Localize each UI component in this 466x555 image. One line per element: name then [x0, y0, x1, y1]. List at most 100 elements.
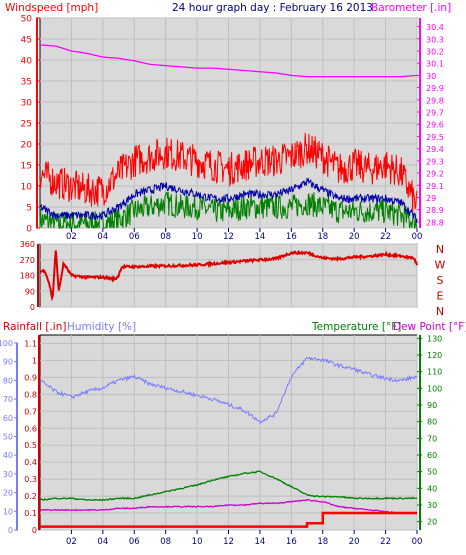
temperature-tick-label: 130	[427, 334, 442, 343]
rain-tick-label: 0.8	[24, 390, 37, 399]
x-tick-label: 22	[380, 537, 391, 547]
x-tick-label: 08	[160, 537, 171, 547]
rain-tick-label: 1.1	[24, 339, 37, 348]
x-tick-label: 04	[97, 232, 108, 242]
barometer-tick-label: 30	[426, 72, 436, 81]
barometer-tick-label: 28.9	[426, 206, 444, 215]
wind-tick-label: 15	[21, 162, 32, 172]
x-tick-label: 12	[223, 537, 234, 547]
x-tick-label: 04	[97, 537, 108, 547]
humidity-tick-label: 10	[3, 507, 13, 516]
temperature-tick-label: 40	[427, 484, 437, 493]
x-tick-label: 08	[160, 232, 171, 242]
x-tick-label: 10	[192, 232, 203, 242]
compass-label: N	[436, 305, 444, 318]
wind-gust-series	[39, 132, 418, 213]
wind-tick-label: 0	[26, 225, 32, 235]
humidity-axis-label: Humidity [%]	[67, 321, 136, 333]
x-tick-label: 14	[255, 232, 266, 242]
barometer-tick-label: 29.5	[426, 133, 444, 142]
windspeed-axis-label: Windspeed [mph]	[5, 2, 98, 14]
wind-tick-label: 50	[21, 15, 33, 25]
rain-tick-label: 0.2	[24, 492, 37, 501]
temperature-tick-label: 70	[427, 434, 437, 443]
temperature-tick-label: 110	[427, 368, 442, 377]
barometer-tick-label: 30.4	[426, 23, 444, 32]
x-tick-label: 14	[255, 537, 266, 547]
compass-label: W	[435, 259, 446, 272]
barometer-tick-label: 28.8	[426, 218, 444, 227]
temperature-tick-label: 20	[427, 518, 437, 527]
barometer-tick-label: 29.8	[426, 96, 444, 105]
direction-tick-label: 360	[20, 240, 35, 249]
x-tick-label: 18	[317, 537, 328, 547]
x-tick-label: 02	[66, 537, 77, 547]
x-tick-label: 00	[412, 537, 423, 547]
x-tick-label: 18	[317, 232, 328, 242]
x-tick-label: 12	[223, 232, 234, 242]
x-tick-label: 16	[286, 537, 297, 547]
barometer-tick-label: 29.9	[426, 84, 444, 93]
barometer-tick-label: 29.2	[426, 170, 444, 179]
dewpoint-series	[39, 499, 418, 515]
temperature-tick-label: 100	[427, 384, 442, 393]
barometer-tick-label: 30.1	[426, 60, 444, 69]
x-tick-label: 22	[380, 232, 391, 242]
rain-tick-label: 0.5	[24, 441, 37, 450]
rain-tick-label: 1	[32, 356, 37, 365]
x-tick-label: 02	[66, 232, 77, 242]
humidity-tick-label: 20	[3, 489, 13, 498]
humidity-tick-label: 60	[3, 414, 13, 423]
rainfall-series	[40, 511, 417, 528]
rain-tick-label: 0.6	[24, 424, 37, 433]
wind-tick-label: 45	[21, 36, 32, 46]
barometer-tick-label: 29	[426, 194, 436, 203]
temperature-axis-label: Temperature [°F]	[311, 321, 401, 333]
x-tick-label: 00	[412, 232, 423, 242]
graph-title: 24 hour graph day : February 16 2013	[172, 2, 373, 14]
barometer-axis-label: Barometer [.in]	[371, 2, 451, 14]
x-tick-label: 06	[129, 232, 140, 242]
direction-tick-label: 90	[25, 287, 35, 296]
wind-tick-label: 20	[21, 141, 33, 151]
rain-humidity-temperature-panel: 0 0.1 0.2 0.3 0.4 0.5 0.6 0.7 0.8 0.9 1 1.1 0 10 20 30 4…	[0, 334, 442, 547]
humidity-tick-label: 70	[3, 395, 13, 404]
x-tick-label: 06	[129, 537, 140, 547]
wind-tick-label: 40	[21, 57, 33, 67]
temperature-tick-label: 120	[427, 351, 442, 360]
wind-barometer-panel: 0 5 10 15 20 25 30 35 40 45 50 28.8 28.9 29 29.1 29.2 29…	[21, 15, 444, 243]
humidity-tick-label: 40	[3, 451, 13, 460]
rain-tick-label: 0.9	[24, 373, 37, 382]
humidity-tick-label: 30	[3, 470, 13, 479]
barometer-tick-label: 30.3	[426, 35, 444, 44]
dewpoint-axis-label: Dew Point [°F]	[393, 321, 466, 333]
humidity-tick-label: 50	[3, 433, 13, 442]
barometer-tick-label: 29.6	[426, 121, 444, 130]
direction-tick-label: 180	[20, 272, 35, 281]
barometer-series	[39, 44, 418, 78]
x-tick-label: 20	[349, 537, 360, 547]
direction-tick-label: 0	[30, 303, 35, 312]
wind-tick-label: 25	[21, 120, 32, 130]
x-tick-label: 20	[349, 232, 360, 242]
humidity-tick-label: 90	[3, 358, 13, 367]
wind-tick-label: 35	[21, 78, 32, 88]
compass-label: N	[436, 243, 444, 256]
temperature-tick-label: 60	[427, 451, 437, 460]
rain-tick-label: 0.7	[24, 407, 37, 416]
barometer-tick-label: 29.7	[426, 109, 444, 118]
humidity-tick-label: 0	[8, 526, 13, 535]
humidity-tick-label: 80	[3, 376, 13, 385]
temperature-tick-label: 90	[427, 401, 437, 410]
x-tick-label: 16	[286, 232, 297, 242]
temperature-series	[39, 470, 418, 502]
temperature-tick-label: 30	[427, 501, 437, 510]
x-tick-label: 10	[192, 537, 203, 547]
compass-label: S	[437, 274, 444, 287]
humidity-series	[39, 356, 418, 425]
barometer-tick-label: 29.4	[426, 145, 444, 154]
rain-tick-label: 0.3	[24, 475, 37, 484]
